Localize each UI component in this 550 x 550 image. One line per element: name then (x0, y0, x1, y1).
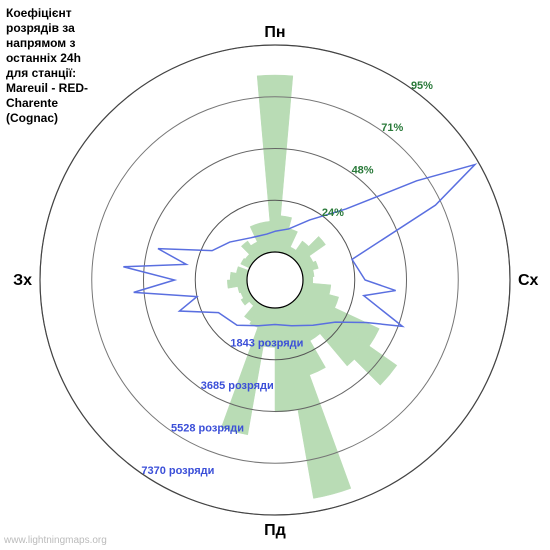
axis-label-W: Зх (13, 272, 32, 289)
axis-label-N: Пн (264, 24, 285, 41)
percent-label: 95% (411, 80, 433, 92)
green-sector (303, 277, 313, 284)
axis-label-E: Сх (518, 272, 539, 289)
percent-label: 48% (352, 165, 374, 177)
credit-text: www.lightningmaps.org (4, 535, 107, 546)
percent-label: 24% (322, 207, 344, 219)
chart-title: Коефіцієнт розрядів за напрямом з останн… (6, 6, 88, 126)
ring-value-label: 1843 розряди (230, 338, 303, 350)
ring-value-label: 3685 розряди (201, 380, 274, 392)
inner-hole (247, 252, 303, 308)
ring-value-label: 7370 розряди (141, 465, 214, 477)
ring-value-label: 5528 розряди (171, 422, 244, 434)
percent-label: 71% (381, 122, 403, 134)
axis-label-S: Пд (264, 522, 286, 539)
